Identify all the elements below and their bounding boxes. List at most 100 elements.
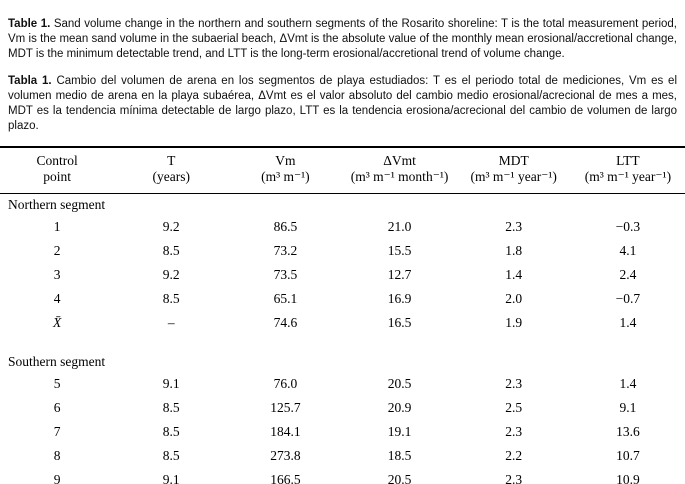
value-cell: 9.2 (162, 218, 180, 234)
value-cell: 125.7 (270, 399, 301, 415)
row-label-cell: 7 (53, 423, 61, 439)
row-label-cell: 3 (53, 266, 61, 282)
value-cell: 2.3 (505, 218, 523, 234)
row-label-cell: 2 (53, 242, 61, 258)
caption-spanish-text: Cambio del volumen de arena en los segme… (8, 74, 678, 133)
row-label-cell: 4 (53, 290, 61, 306)
value-cell: 2.0 (505, 290, 523, 306)
value-cell: 10.7 (616, 447, 640, 463)
value-cell: 16.5 (387, 314, 412, 330)
value-cell: 76.0 (273, 375, 298, 391)
value-cell: 2.3 (505, 423, 523, 439)
column-unit: (years) (152, 168, 190, 184)
value-cell: 12.7 (387, 266, 412, 282)
table-row: 7 8.5 184.1 19.1 2.3 13.6 (0, 420, 685, 444)
value-cell: 1.9 (505, 314, 523, 330)
value-cell: 2.3 (505, 375, 523, 391)
value-cell: 184.1 (270, 423, 301, 439)
table-body: Northern segment 1 9.2 86.5 21.0 2.3 −0.3 2 8.5 7… (0, 193, 685, 484)
value-cell: 2.3 (505, 471, 523, 484)
column-header-t: T (years) (114, 146, 229, 194)
table-row: 5 9.1 76.0 20.5 2.3 1.4 (0, 372, 685, 396)
section-label: Southern segment (8, 353, 106, 369)
value-cell: 8.5 (162, 447, 180, 463)
row-label-cell: 6 (53, 399, 61, 415)
value-cell: 18.5 (387, 447, 412, 463)
table-header: Control point T (years) Vm (m³ m⁻¹) ΔVmt… (0, 146, 685, 194)
value-cell: 1.8 (505, 242, 523, 258)
table-row: 8 8.5 273.8 18.5 2.2 10.7 (0, 444, 685, 468)
value-cell: 10.9 (616, 471, 640, 484)
table-row: 9 9.1 166.5 20.5 2.3 10.9 (0, 468, 685, 484)
section-label-row: Northern segment (0, 193, 685, 215)
value-cell: 1.4 (619, 314, 637, 330)
value-cell: 74.6 (273, 314, 298, 330)
value-cell: 8.5 (162, 290, 180, 306)
value-cell: 2.4 (619, 266, 637, 282)
column-unit: (m³ m⁻¹ year⁻¹) (470, 168, 557, 184)
row-label-cell: 1 (53, 218, 61, 234)
value-cell: 8.5 (162, 242, 180, 258)
column-header-mdt: MDT (m³ m⁻¹ year⁻¹) (456, 146, 571, 194)
value-cell: 65.1 (273, 290, 298, 306)
value-cell: 9.2 (162, 266, 180, 282)
value-cell: 9.1 (162, 375, 180, 391)
value-cell: 166.5 (270, 471, 301, 484)
table-row: 2 8.5 73.2 15.5 1.8 4.1 (0, 239, 685, 263)
value-cell: −0.3 (615, 218, 641, 234)
table-row: 6 8.5 125.7 20.9 2.5 9.1 (0, 396, 685, 420)
column-name: MDT (498, 152, 529, 168)
value-cell: 1.4 (505, 266, 523, 282)
column-name: ΔVmt (383, 152, 416, 168)
table-row: X̄ – 74.6 16.5 1.9 1.4 (0, 311, 685, 335)
value-cell: −0.7 (615, 290, 641, 306)
value-cell: 1.4 (619, 375, 637, 391)
value-cell: 20.9 (387, 399, 412, 415)
column-name: Vm (275, 152, 296, 168)
value-cell: 8.5 (162, 423, 180, 439)
data-table: Control point T (years) Vm (m³ m⁻¹) ΔVmt… (0, 145, 685, 484)
value-cell: 16.9 (387, 290, 412, 306)
value-cell: 86.5 (273, 218, 298, 234)
section-label-row: Southern segment (0, 335, 685, 372)
row-label-cell: 9 (53, 471, 61, 484)
value-cell: 15.5 (387, 242, 412, 258)
column-unit: (m³ m⁻¹ year⁻¹) (584, 168, 672, 184)
row-label-cell: 5 (53, 375, 61, 391)
value-cell: 273.8 (270, 447, 301, 463)
column-header-ltt: LTT (m³ m⁻¹ year⁻¹) (570, 146, 685, 194)
value-cell: 8.5 (162, 399, 180, 415)
value-cell: 21.0 (387, 218, 412, 234)
caption-english-text: Sand volume change in the northern and s… (8, 17, 677, 60)
value-cell: 9.1 (162, 471, 180, 484)
table-row: 3 9.2 73.5 12.7 1.4 2.4 (0, 263, 685, 287)
value-cell: 19.1 (387, 423, 412, 439)
column-unit: (m³ m⁻¹) (261, 168, 310, 184)
column-header-dvmt: ΔVmt (m³ m⁻¹ month⁻¹) (342, 146, 457, 194)
value-cell: 73.2 (273, 242, 298, 258)
value-cell: 20.5 (387, 375, 412, 391)
value-cell: 20.5 (387, 471, 412, 484)
column-name: T (167, 152, 176, 168)
column-header-control-point: Control point (0, 146, 115, 194)
row-label-cell: 8 (53, 447, 61, 463)
value-cell: 9.1 (619, 399, 637, 415)
column-header-vm: Vm (m³ m⁻¹) (228, 146, 343, 194)
column-unit: point (43, 168, 71, 184)
value-cell: 2.2 (505, 447, 523, 463)
value-cell: 4.1 (619, 242, 637, 258)
column-name: Control (36, 152, 78, 168)
caption-spanish: Tabla 1. Cambio del volumen de arena en … (0, 74, 685, 135)
caption-spanish-label: Tabla 1. (8, 74, 52, 87)
table-row: 4 8.5 65.1 16.9 2.0 −0.7 (0, 287, 685, 311)
value-cell: 13.6 (616, 423, 640, 439)
column-name: LTT (616, 152, 640, 168)
table-row: 1 9.2 86.5 21.0 2.3 −0.3 (0, 215, 685, 239)
caption-english: Table 1. Sand volume change in the north… (0, 17, 685, 63)
column-unit: (m³ m⁻¹ month⁻¹) (350, 168, 449, 184)
value-cell: 2.5 (505, 399, 523, 415)
header-row: Control point T (years) Vm (m³ m⁻¹) ΔVmt… (0, 146, 685, 194)
row-label-cell: X̄ (52, 314, 62, 330)
caption-english-label: Table 1. (8, 17, 51, 30)
